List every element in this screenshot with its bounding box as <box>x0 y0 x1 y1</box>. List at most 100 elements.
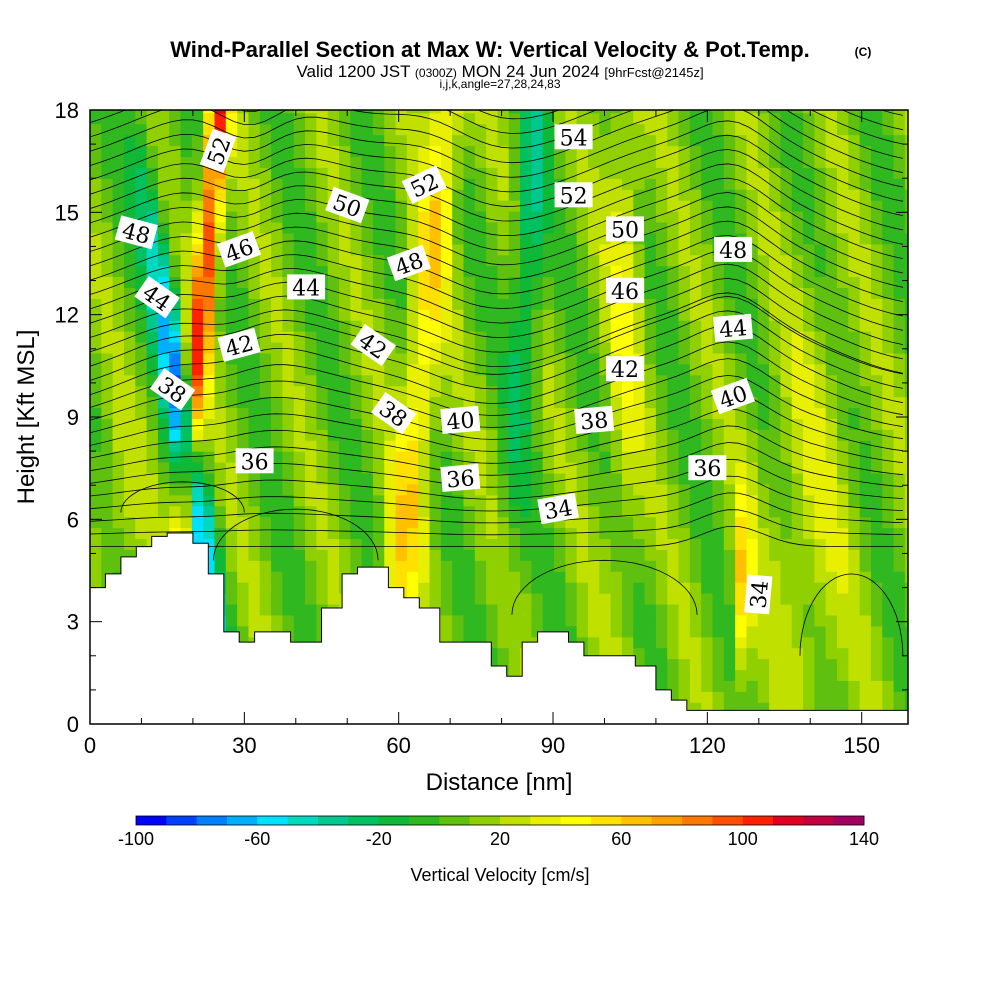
field-cell <box>440 331 453 343</box>
field-cell <box>565 276 578 288</box>
field-cell <box>214 221 227 234</box>
field-cell <box>191 112 204 125</box>
field-cell <box>191 287 204 299</box>
field-cell <box>169 418 182 430</box>
field-cell <box>372 243 385 256</box>
field-cell <box>542 374 555 387</box>
field-cell <box>248 167 261 179</box>
field-cell <box>621 112 634 125</box>
field-cell <box>848 298 861 310</box>
field-cell <box>735 571 748 583</box>
field-cell <box>633 178 646 190</box>
field-cell <box>463 134 476 147</box>
field-cell <box>837 134 849 147</box>
field-cell <box>520 429 533 441</box>
field-cell <box>191 210 204 223</box>
field-cell <box>554 221 566 234</box>
field-cell <box>859 298 872 310</box>
field-cell <box>406 156 419 168</box>
field-cell <box>769 232 782 245</box>
field-cell <box>870 582 883 594</box>
x-axis: 0 30 60 90 120 150 <box>84 110 880 758</box>
field-cell <box>882 331 895 343</box>
field-cell <box>508 462 521 474</box>
field-cell <box>655 680 668 692</box>
field-cell <box>452 112 465 125</box>
field-cell <box>678 189 691 201</box>
field-cell <box>712 702 725 714</box>
field-cell <box>791 221 804 234</box>
field-cell <box>440 287 453 299</box>
field-cell <box>769 254 782 267</box>
field-cell <box>904 112 908 125</box>
field-cell <box>486 658 499 671</box>
theta-contour <box>90 277 903 360</box>
field-cell <box>565 298 578 310</box>
field-cell <box>870 538 883 550</box>
field-cell <box>440 243 453 256</box>
field-cell <box>814 702 827 714</box>
field-cell <box>837 243 849 256</box>
field-cell <box>90 167 102 179</box>
field-cell <box>837 407 849 419</box>
field-cell <box>248 112 261 125</box>
field-cell <box>463 254 476 267</box>
field-cell <box>723 549 736 561</box>
field-cell <box>123 363 136 376</box>
contour-label-text: 44 <box>292 276 320 301</box>
field-cell <box>305 189 317 201</box>
copyright-mark: (C) <box>855 45 872 59</box>
field-cell <box>508 254 521 267</box>
field-cell <box>644 123 657 136</box>
field-cell <box>248 200 261 212</box>
field-cell <box>644 494 657 507</box>
field-cell <box>904 636 908 649</box>
field-cell <box>791 462 804 474</box>
field-cell <box>384 429 397 441</box>
field-cell <box>429 560 442 572</box>
field-cell <box>259 287 272 299</box>
field-cell <box>769 167 782 179</box>
field-cell <box>225 440 238 452</box>
field-cell <box>565 331 578 343</box>
field-cell <box>599 167 612 179</box>
field-cell <box>882 276 895 288</box>
field-cell <box>463 189 476 201</box>
field-cell <box>882 320 895 332</box>
field-cell <box>225 110 238 114</box>
contour-label-box <box>350 323 397 367</box>
field-cell <box>123 134 136 147</box>
field-cell <box>169 243 182 256</box>
field-cell <box>339 112 351 125</box>
field-cell <box>780 363 793 376</box>
field-cell <box>893 232 906 245</box>
field-cell <box>135 396 148 409</box>
field-cell <box>859 167 872 179</box>
field-cell <box>667 418 680 430</box>
field-cell <box>293 593 306 605</box>
field-cell <box>599 603 612 616</box>
field-cell <box>735 145 748 157</box>
field-cell <box>780 320 793 332</box>
field-cell <box>282 462 295 474</box>
field-cell <box>452 363 465 376</box>
field-cell <box>452 134 465 147</box>
field-cell <box>904 156 908 168</box>
field-cell <box>633 134 646 147</box>
field-cell <box>780 374 793 387</box>
field-cell <box>882 483 895 496</box>
field-cell <box>621 505 634 518</box>
field-cell <box>214 210 227 223</box>
field-cell <box>463 112 476 125</box>
field-cell <box>655 298 668 310</box>
field-cell <box>667 527 680 540</box>
field-cell <box>599 112 612 125</box>
field-cell <box>486 178 499 190</box>
field-cell <box>406 396 419 409</box>
field-cell <box>621 309 634 321</box>
field-cell <box>565 593 578 605</box>
field-cell <box>870 451 883 463</box>
field-cell <box>588 210 600 223</box>
field-cell <box>588 494 600 507</box>
field-cell <box>542 472 555 485</box>
